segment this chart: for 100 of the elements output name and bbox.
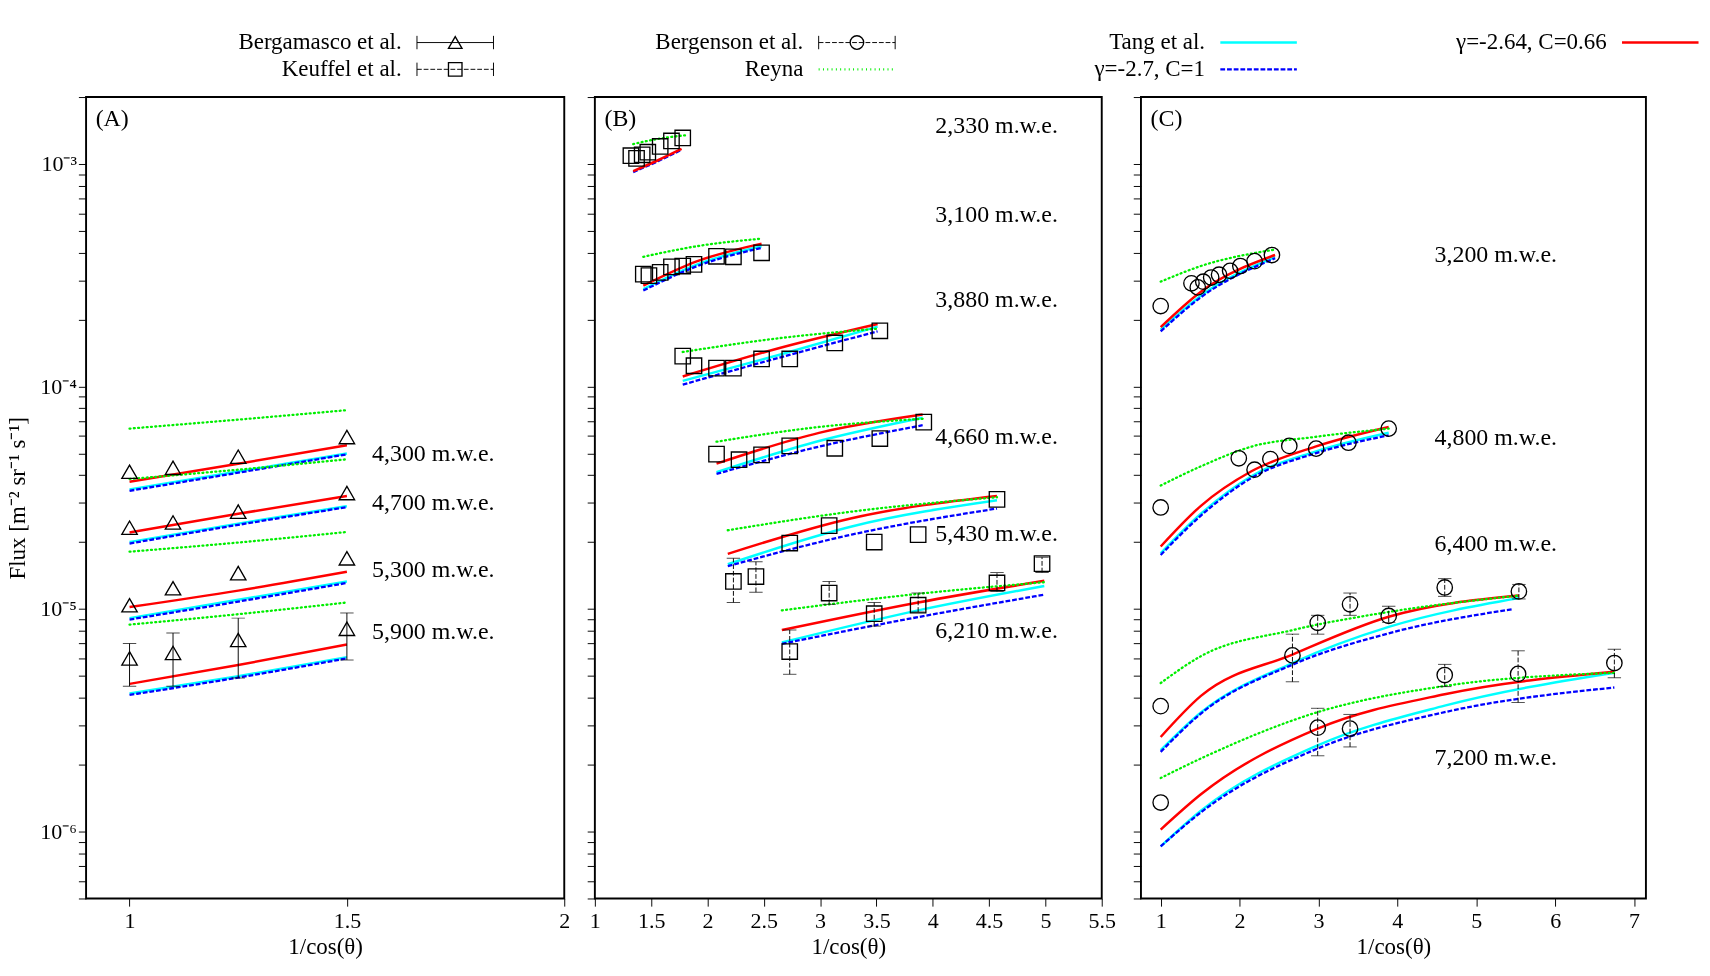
annotation: 5,430 m.w.e. bbox=[935, 519, 1058, 546]
legend-label: Bergenson et al. bbox=[655, 29, 804, 55]
point bbox=[865, 533, 883, 551]
x-tick-label: 1 bbox=[124, 907, 136, 933]
point bbox=[229, 449, 247, 464]
point bbox=[725, 573, 742, 590]
point bbox=[663, 132, 680, 150]
point bbox=[1380, 420, 1398, 437]
point bbox=[781, 350, 799, 368]
x-tick-label: 2 bbox=[702, 907, 714, 933]
annotation: 4,300 m.w.e. bbox=[372, 440, 495, 467]
point bbox=[753, 350, 770, 368]
point bbox=[988, 491, 1006, 508]
point bbox=[633, 146, 651, 164]
x-axis-title: 1/cos(θ) bbox=[1356, 934, 1432, 960]
x-tick-label: 4 bbox=[927, 907, 939, 933]
x-axis-title: 1/cos(θ) bbox=[288, 934, 363, 960]
point bbox=[640, 267, 658, 285]
x-tick-label: 2.5 bbox=[750, 907, 779, 933]
point bbox=[826, 334, 844, 352]
point bbox=[753, 244, 770, 262]
annotation: 4,700 m.w.e. bbox=[372, 489, 495, 516]
annotation: 2,330 m.w.e. bbox=[935, 112, 1058, 139]
point bbox=[1230, 449, 1248, 467]
x-tick-label: 1 bbox=[1155, 907, 1167, 933]
point bbox=[338, 429, 356, 445]
point bbox=[1152, 697, 1170, 715]
legend-label: Keuffel et al. bbox=[281, 56, 402, 82]
annotation: 6,210 m.w.e. bbox=[935, 617, 1058, 644]
x-tick-label: 4.5 bbox=[975, 907, 1004, 933]
point bbox=[708, 359, 725, 377]
point bbox=[1436, 666, 1454, 684]
point bbox=[753, 446, 770, 464]
point bbox=[663, 258, 680, 276]
point bbox=[1280, 437, 1298, 455]
point bbox=[909, 596, 927, 614]
point bbox=[820, 584, 838, 602]
point bbox=[685, 357, 703, 375]
annotation: 7,200 m.w.e. bbox=[1434, 743, 1558, 770]
annotation: 3,880 m.w.e. bbox=[935, 285, 1058, 312]
point bbox=[121, 651, 138, 666]
point bbox=[634, 265, 652, 283]
point bbox=[1284, 647, 1301, 664]
point bbox=[1189, 279, 1207, 296]
point bbox=[628, 150, 645, 167]
point bbox=[915, 413, 933, 431]
legend-label: Reyna bbox=[744, 56, 804, 82]
point bbox=[164, 515, 182, 530]
annotation: 6,400 m.w.e. bbox=[1434, 530, 1558, 557]
point bbox=[674, 257, 692, 275]
x-tick-label: 4 bbox=[1392, 907, 1404, 933]
point bbox=[1340, 434, 1357, 452]
x-tick-label: 7 bbox=[1629, 907, 1641, 933]
point bbox=[121, 597, 138, 613]
x-tick-label: 3 bbox=[1313, 907, 1325, 933]
point bbox=[909, 526, 927, 543]
point bbox=[338, 550, 356, 566]
point bbox=[1194, 273, 1212, 291]
point bbox=[1263, 246, 1281, 264]
point bbox=[725, 359, 742, 377]
point bbox=[338, 485, 356, 501]
point bbox=[622, 147, 640, 165]
point bbox=[1509, 665, 1527, 683]
point bbox=[781, 534, 799, 552]
x-tick-label: 5.5 bbox=[1088, 907, 1116, 933]
y-axis-title: Flux [m⁻² sr⁻¹ s⁻¹] bbox=[5, 417, 31, 580]
point bbox=[1261, 450, 1279, 468]
point bbox=[781, 643, 799, 660]
x-axis-title: 1/cos(θ) bbox=[811, 934, 887, 960]
point bbox=[685, 256, 703, 273]
point bbox=[651, 138, 669, 155]
x-tick-label: 5 bbox=[1040, 907, 1052, 933]
point bbox=[229, 632, 247, 648]
point bbox=[781, 437, 799, 455]
point bbox=[725, 248, 742, 266]
y-tick-label: 10⁻⁶ bbox=[40, 818, 77, 844]
point bbox=[820, 517, 838, 535]
y-tick-label: 10⁻⁵ bbox=[40, 596, 77, 622]
point bbox=[1202, 269, 1220, 286]
x-tick-label: 3.5 bbox=[863, 907, 891, 933]
point bbox=[1152, 794, 1170, 811]
point bbox=[865, 605, 883, 623]
annotation: (C) bbox=[1150, 104, 1183, 131]
x-tick-label: 1.5 bbox=[333, 907, 362, 933]
x-tick-label: 1.5 bbox=[637, 907, 666, 933]
point bbox=[826, 439, 844, 457]
x-tick-label: 1 bbox=[589, 907, 601, 933]
annotation: 4,800 m.w.e. bbox=[1434, 424, 1558, 451]
point bbox=[1210, 266, 1228, 284]
x-tick-label: 6 bbox=[1550, 907, 1562, 933]
y-tick-label: 10⁻⁴ bbox=[40, 373, 78, 399]
legend-label: γ=-2.7, C=1 bbox=[1093, 56, 1206, 82]
legend-label: Tang et al. bbox=[1109, 29, 1206, 55]
point bbox=[121, 464, 138, 480]
annotation: 5,300 m.w.e. bbox=[372, 556, 495, 583]
point bbox=[164, 580, 182, 596]
point bbox=[674, 347, 692, 365]
annotation: 3,100 m.w.e. bbox=[935, 201, 1058, 228]
point bbox=[338, 621, 356, 637]
annotation: 3,200 m.w.e. bbox=[1434, 240, 1558, 267]
